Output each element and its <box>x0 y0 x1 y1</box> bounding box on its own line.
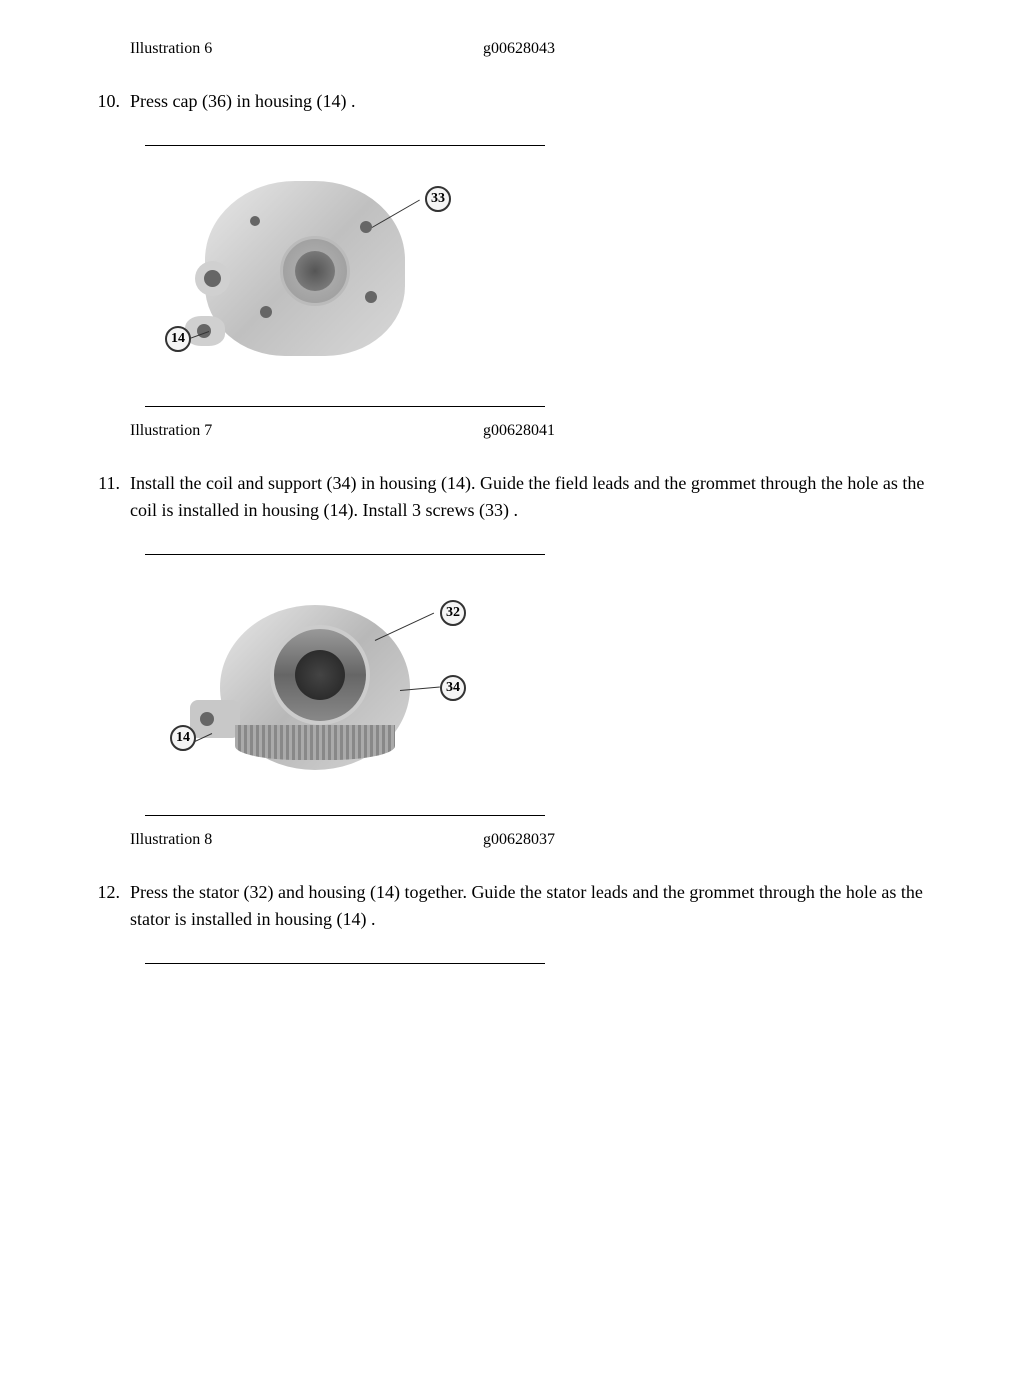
step-10: 10. Press cap (36) in housing (14) . <box>90 88 934 115</box>
step-12-number: 12. <box>90 879 130 933</box>
callout-14-fig7: 14 <box>165 326 191 352</box>
figure-8-container: 32 34 14 <box>145 554 934 816</box>
step-10-text: Press cap (36) in housing (14) . <box>130 88 934 115</box>
illustration-8-caption: Illustration 8 g00628037 <box>130 831 555 849</box>
callout-14-fig8: 14 <box>170 725 196 751</box>
illustration-6-code: g00628043 <box>483 40 555 58</box>
illustration-7-label: Illustration 7 <box>130 422 212 440</box>
step-12-text: Press the stator (32) and housing (14) t… <box>130 879 934 933</box>
illustration-7-code: g00628041 <box>483 422 555 440</box>
callout-34: 34 <box>440 675 466 701</box>
figure-8-top-rule <box>145 554 545 555</box>
step-11: 11. Install the coil and support (34) in… <box>90 470 934 524</box>
figure-7-image: 33 14 <box>165 161 485 391</box>
illustration-8-label: Illustration 8 <box>130 831 212 849</box>
illustration-8-code: g00628037 <box>483 831 555 849</box>
illustration-6-caption: Illustration 6 g00628043 <box>130 40 555 58</box>
callout-32: 32 <box>440 600 466 626</box>
figure-9-container <box>145 963 934 964</box>
step-10-number: 10. <box>90 88 130 115</box>
figure-9-top-rule <box>145 963 545 964</box>
figure-7-top-rule <box>145 145 545 146</box>
step-11-text: Install the coil and support (34) in hou… <box>130 470 934 524</box>
callout-33: 33 <box>425 186 451 212</box>
step-11-number: 11. <box>90 470 130 524</box>
figure-8-bottom-rule <box>145 815 545 816</box>
illustration-7-caption: Illustration 7 g00628041 <box>130 422 555 440</box>
step-12: 12. Press the stator (32) and housing (1… <box>90 879 934 933</box>
illustration-6-label: Illustration 6 <box>130 40 212 58</box>
figure-7-bottom-rule <box>145 406 545 407</box>
figure-7-container: 33 14 <box>145 145 934 407</box>
figure-8-image: 32 34 14 <box>165 570 485 800</box>
